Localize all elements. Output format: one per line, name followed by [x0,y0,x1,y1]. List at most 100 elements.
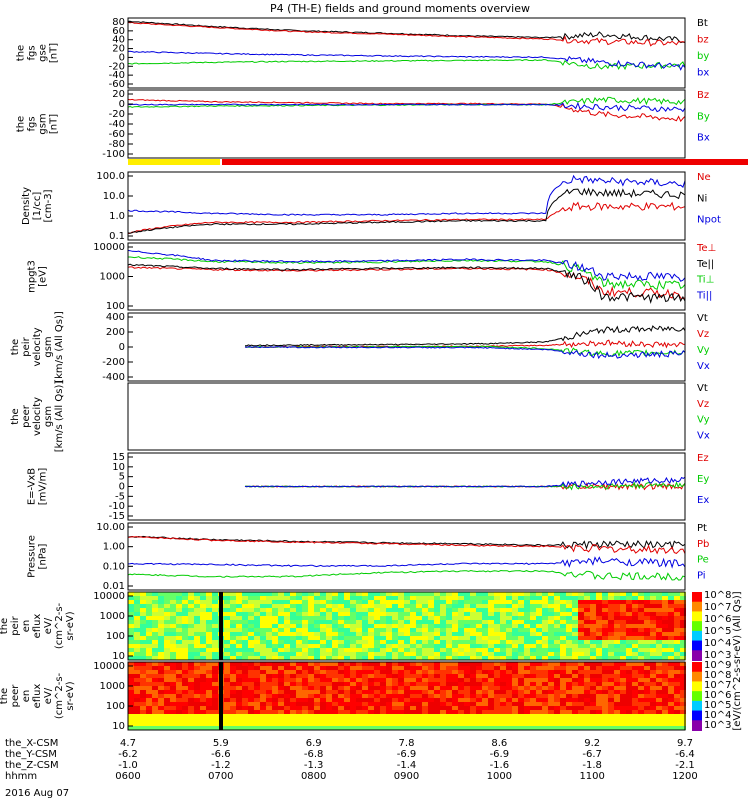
spectrogram-cell [332,718,338,722]
spectrogram-cell [446,628,452,632]
spectrogram-cell [680,698,686,702]
spectrogram-cell [434,612,440,616]
spectrogram-cell [548,612,554,616]
spectrogram-cell [554,690,560,694]
spectrogram-cell [350,600,356,604]
spectrogram-cell [128,702,134,706]
colorbar-tick: 10^3 [704,650,731,661]
spectrogram-cell [368,656,374,660]
spectrogram-cell [506,652,512,656]
spectrogram-cell [272,686,278,690]
spectrogram-cell [416,710,422,714]
spectrogram-cell [590,678,596,682]
spectrogram-cell [146,670,152,674]
spectrogram-cell [572,678,578,682]
spectrogram-cell [464,694,470,698]
spectrogram-cell [554,652,560,656]
spectrogram-cell [548,616,554,620]
spectrogram-cell [368,718,374,722]
spectrogram-cell [266,666,272,670]
spectrogram-cell [512,714,518,718]
spectrogram-cell [524,608,530,612]
spectrogram-cell [590,674,596,678]
spectrogram-cell [518,620,524,624]
spectrogram-cell [548,624,554,628]
spectrogram-cell [170,670,176,674]
spectrogram-cell [320,616,326,620]
spectrogram-cell [302,616,308,620]
spectrogram-cell [242,662,248,666]
spectrogram-cell [212,628,218,632]
spectrogram-cell [608,616,614,620]
spectrogram-cell [626,706,632,710]
spectrogram-cell [152,706,158,710]
spectrogram-cell [434,690,440,694]
spectrogram-cell [470,600,476,604]
spectrogram-cell [422,640,428,644]
spectrogram-cell [260,718,266,722]
spectrogram-cell [596,636,602,640]
legend-label: Ti|| [696,290,712,301]
spectrogram-cell [374,698,380,702]
spectrogram-cell [398,644,404,648]
spectrogram-cell [170,666,176,670]
spectrogram-cell [482,592,488,596]
spectrogram-cell [248,612,254,616]
spectrogram-cell [596,652,602,656]
spectrogram-cell [182,648,188,652]
spectrogram-cell [374,694,380,698]
ylabel-line: the [0,618,10,634]
spectrogram-cell [512,666,518,670]
spectrogram-cell [524,648,530,652]
spectrogram-cell [212,662,218,666]
spectrogram-cell [188,636,194,640]
spectrogram-cell [272,620,278,624]
spectrogram-cell [368,690,374,694]
spectrogram-cell [146,596,152,600]
spectrogram-cell [290,682,296,686]
spectrogram-cell [302,698,308,702]
spectrogram-cell [200,644,206,648]
spectrogram-cell [674,678,680,682]
spectrogram-cell [404,698,410,702]
spectrogram-cell [260,624,266,628]
spectrogram-cell [668,706,674,710]
spectrogram-cell [212,624,218,628]
spectrogram-cell [290,710,296,714]
spectrogram-cell [212,644,218,648]
spectrogram-cell [422,694,428,698]
spectrogram-cell [194,678,200,682]
spectrogram-cell [332,702,338,706]
spectrogram-cell [464,608,470,612]
spectrogram-cell [332,714,338,718]
spectrogram-cell [620,608,626,612]
ytick-label: 1.0 [109,211,125,222]
spectrogram-cell [542,694,548,698]
spectrogram-cell [224,600,230,604]
spectrogram-cell [404,620,410,624]
spectrogram-cell [500,636,506,640]
spectrogram-cell [434,596,440,600]
spectrogram-cell [356,690,362,694]
spectrogram-cell [572,686,578,690]
series-line-Vx [244,346,686,360]
spectrogram-cell [434,722,440,726]
spectrogram-cell [488,624,494,628]
axis-row-value: 9.7 [677,738,693,749]
panel-frame [127,382,686,451]
spectrogram-cell [452,718,458,722]
spectrogram-cell [200,636,206,640]
spectrogram-cell [620,656,626,660]
spectrogram-cell [188,600,194,604]
spectrogram-cell [320,600,326,604]
spectrogram-cell [278,682,284,686]
spectrogram-cell [536,698,542,702]
spectrogram-cell [296,662,302,666]
spectrogram-cell [518,656,524,660]
spectrogram-cell [542,726,548,730]
spectrogram-cell [326,702,332,706]
spectrogram-cell [656,726,662,730]
spectrogram-cell [656,702,662,706]
